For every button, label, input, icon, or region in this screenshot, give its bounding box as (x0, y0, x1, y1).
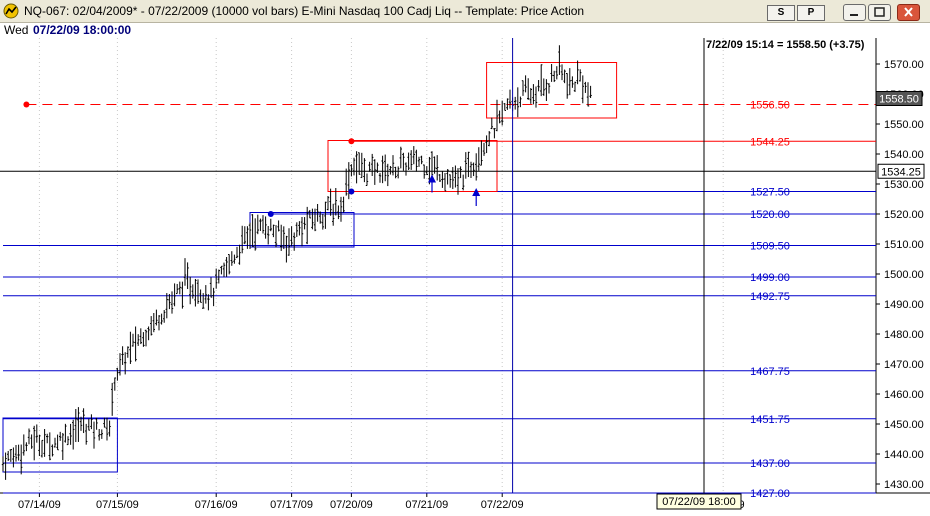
cursor-info-bar: Wed 07/22/09 18:00:00 (0, 22, 700, 38)
y-tick-label: 1500.00 (884, 269, 924, 281)
last-price-label: 1558.50 (879, 94, 919, 106)
price-level-label: 1520.00 (750, 209, 790, 221)
price-level-label: 1467.75 (750, 366, 790, 378)
y-tick-label: 1530.00 (884, 179, 924, 191)
y-tick-label: 1520.00 (884, 209, 924, 221)
price-level-label: 1492.75 (750, 291, 790, 303)
title-bar: NQ-067: 02/04/2009* - 07/22/2009 (10000 … (0, 0, 930, 23)
x-tick-label: 07/20/09 (330, 499, 373, 511)
s-button[interactable]: S (767, 5, 795, 21)
y-tick-label: 1470.00 (884, 359, 924, 371)
arrow-up-icon (472, 188, 481, 196)
level-marker-dot (348, 188, 355, 195)
y-tick-label: 1540.00 (884, 149, 924, 161)
x-tick-label: 07/15/09 (96, 499, 139, 511)
x-tick-label: 07/14/09 (18, 499, 61, 511)
price-level-label: 1509.50 (750, 241, 790, 253)
x-tick-label: 07/17/09 (270, 499, 313, 511)
price-level-label: 1427.00 (750, 488, 790, 500)
x-tick-label: 07/16/09 (195, 499, 238, 511)
info-text: 7/22/09 15:14 = 1558.50 (+3.75) (706, 39, 865, 51)
y-tick-label: 1430.00 (884, 479, 924, 491)
p-button[interactable]: P (797, 5, 825, 21)
price-level-label: 1527.50 (750, 187, 790, 199)
y-tick-label: 1450.00 (884, 419, 924, 431)
close-icon[interactable] (897, 4, 920, 21)
range-box (327, 140, 498, 192)
window-title: NQ-067: 02/04/2009* - 07/22/2009 (10000 … (24, 4, 585, 18)
x-tick-label: 07/22/09 (481, 499, 524, 511)
cursor-day: Wed (4, 23, 29, 37)
level-marker-dot (267, 211, 274, 217)
price-level-label: 1544.25 (750, 136, 790, 148)
level-marker-dot (23, 101, 30, 108)
cursor-price-label: 1534.25 (881, 166, 921, 178)
y-tick-label: 1460.00 (884, 389, 924, 401)
range-box (2, 417, 118, 473)
price-level-label: 1556.50 (750, 100, 790, 112)
cursor-datetime: 07/22/09 18:00:00 (33, 23, 132, 37)
y-tick-label: 1510.00 (884, 239, 924, 251)
y-tick-label: 1550.00 (884, 119, 924, 131)
x-tick-label: 07/21/09 (405, 499, 448, 511)
crosshair-date-tag (656, 493, 742, 510)
last-price-tag (875, 91, 923, 106)
y-tick-label: 1440.00 (884, 449, 924, 461)
y-tick-label: 1490.00 (884, 299, 924, 311)
price-level-label: 1437.00 (750, 458, 790, 470)
price-level-label: 1451.75 (750, 414, 790, 426)
minimize-icon[interactable] (843, 4, 866, 21)
price-level-label: 1499.00 (750, 272, 790, 284)
y-tick-label: 1570.00 (884, 59, 924, 71)
level-marker-dot (348, 138, 355, 145)
maximize-icon[interactable] (868, 4, 891, 21)
crosshair-date-label: 07/22/09 18:00 (662, 496, 735, 508)
app-icon (3, 3, 19, 19)
y-tick-label: 1480.00 (884, 329, 924, 341)
cursor-price-tag (877, 163, 925, 179)
range-box (486, 62, 618, 119)
arrow-up-icon (428, 174, 436, 183)
price-bars (1, 45, 592, 480)
